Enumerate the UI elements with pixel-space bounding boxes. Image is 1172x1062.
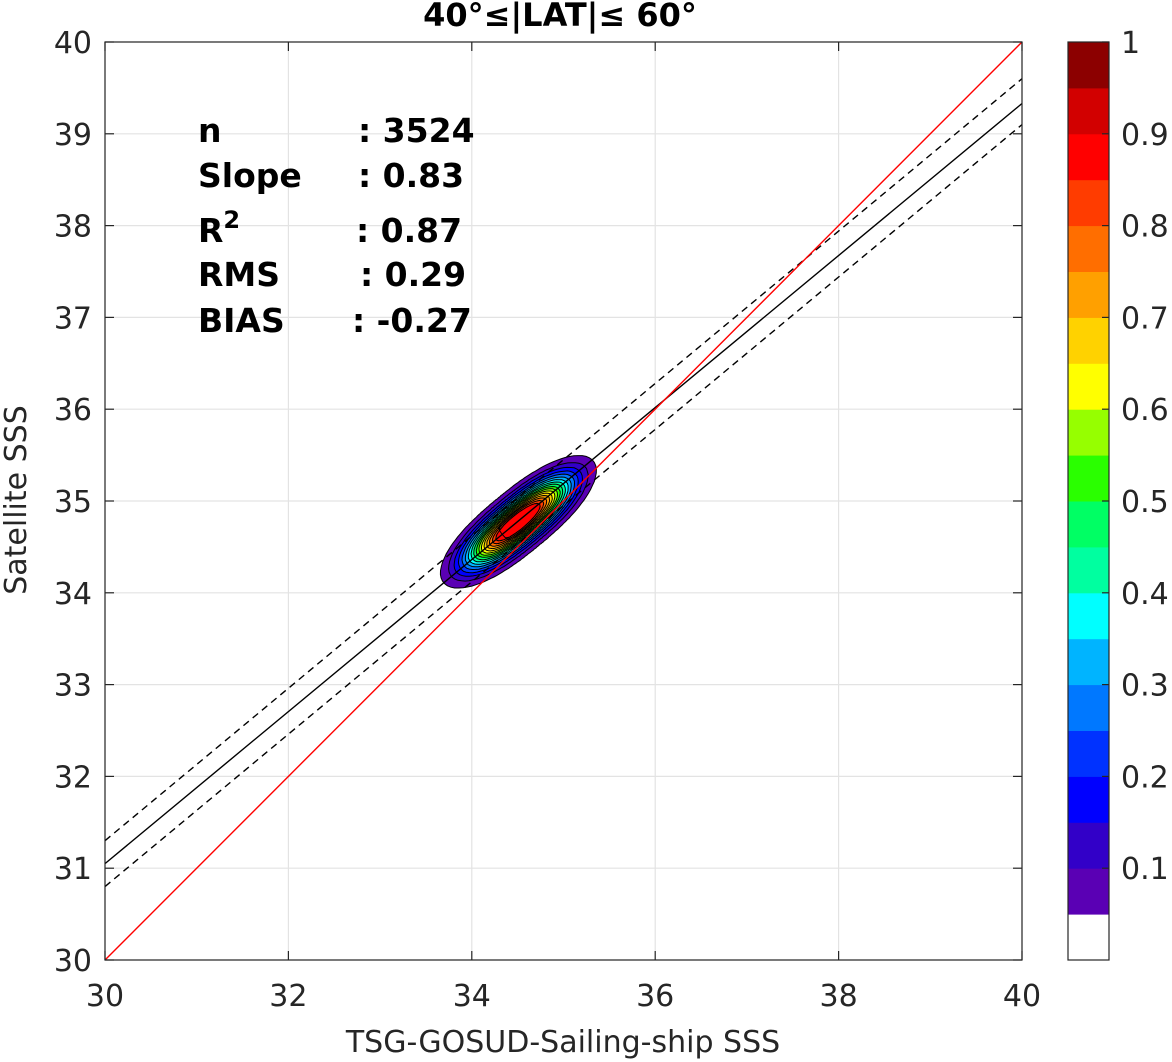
colorbar-segment xyxy=(1068,638,1109,686)
colorbar-segment xyxy=(1068,776,1109,823)
stat-value: : -0.27 xyxy=(352,301,472,340)
colorbar-segment xyxy=(1068,822,1109,869)
colorbar-tick-label: 1 xyxy=(1121,26,1140,61)
colorbar-segment xyxy=(1068,133,1109,181)
colorbar: 0.1 0.2 0.3 0.4 0.5 0.6 0.7 0.8 0.9 1 xyxy=(1067,26,1169,961)
colorbar-tick-label: 0.1 xyxy=(1121,852,1169,887)
stat-label: BIAS xyxy=(198,301,285,340)
colorbar-segment xyxy=(1068,179,1109,227)
colorbar-tick-label: 0.5 xyxy=(1121,485,1169,520)
stat-label: RMS xyxy=(198,255,280,294)
y-axis-label: Satellite SSS xyxy=(0,405,34,595)
y-tick-label: 33 xyxy=(54,669,92,704)
y-tick-label: 34 xyxy=(54,577,92,612)
colorbar-tick-label: 0.7 xyxy=(1121,301,1169,336)
colorbar-segment xyxy=(1068,730,1109,777)
regression-lines xyxy=(105,42,1022,960)
colorbar-segment xyxy=(1068,225,1109,272)
x-tick-label: 38 xyxy=(820,979,858,1014)
x-tick-label: 36 xyxy=(636,979,674,1014)
colorbar-tick-label: 0.4 xyxy=(1121,577,1169,612)
stat-value: : 0.83 xyxy=(358,156,464,195)
x-tick-label: 32 xyxy=(269,979,307,1014)
stat-value: : 0.29 xyxy=(360,255,466,294)
colorbar-segment xyxy=(1068,501,1109,548)
stat-value: : 3524 xyxy=(358,111,475,150)
colorbar-tick-label: 0.9 xyxy=(1121,118,1169,153)
colorbar-segment xyxy=(1068,455,1109,502)
colorbar-tick-label: 0.3 xyxy=(1121,669,1169,704)
y-tick-label: 31 xyxy=(54,852,92,887)
colorbar-segment xyxy=(1068,684,1109,731)
y-tick-label: 35 xyxy=(54,485,92,520)
stat-label-superscript: 2 xyxy=(223,206,240,234)
chart-title: 40°≤|LAT|≤ 60° xyxy=(423,0,697,35)
colorbar-segment xyxy=(1068,317,1109,364)
stat-label: n xyxy=(198,111,222,150)
x-tick-label: 40 xyxy=(1003,979,1041,1014)
stat-label: Slope xyxy=(198,156,302,195)
colorbar-segment xyxy=(1068,592,1109,640)
colorbar-segment xyxy=(1068,42,1109,89)
colorbar-tick-label: 0.2 xyxy=(1121,760,1169,795)
colorbar-segment xyxy=(1068,409,1109,456)
y-tick-label: 39 xyxy=(54,118,92,153)
fit-line xyxy=(105,102,1022,865)
colorbar-tick-label: 0.6 xyxy=(1121,393,1169,428)
y-tick-label: 32 xyxy=(54,760,92,795)
colorbar-tick-label: 0.8 xyxy=(1121,210,1169,245)
upper-bound-dashed-line xyxy=(105,78,1022,842)
colorbar-segment xyxy=(1068,87,1109,135)
identity-line xyxy=(105,42,1022,960)
y-tick-label: 36 xyxy=(54,393,92,428)
colorbar-segment xyxy=(1068,546,1109,594)
axis-ticks: 30 32 34 36 38 40 30 31 32 33 34 35 36 37 38 39 40 xyxy=(54,26,1041,1014)
colorbar-segment xyxy=(1068,363,1109,410)
x-tick-label: 30 xyxy=(86,979,124,1014)
y-tick-label: 38 xyxy=(54,210,92,245)
y-tick-label: 37 xyxy=(54,301,92,336)
y-tick-label: 30 xyxy=(54,944,92,979)
lower-bound-dashed-line xyxy=(105,124,1022,888)
colorbar-segment xyxy=(1068,271,1109,318)
stat-value: : 0.87 xyxy=(356,211,462,250)
y-tick-label: 40 xyxy=(54,26,92,61)
colorbar-segment xyxy=(1068,868,1109,915)
x-axis-label: TSG-GOSUD-Sailing-ship SSS xyxy=(345,1025,780,1060)
x-tick-label: 34 xyxy=(453,979,491,1014)
colorbar-segment xyxy=(1068,914,1109,961)
